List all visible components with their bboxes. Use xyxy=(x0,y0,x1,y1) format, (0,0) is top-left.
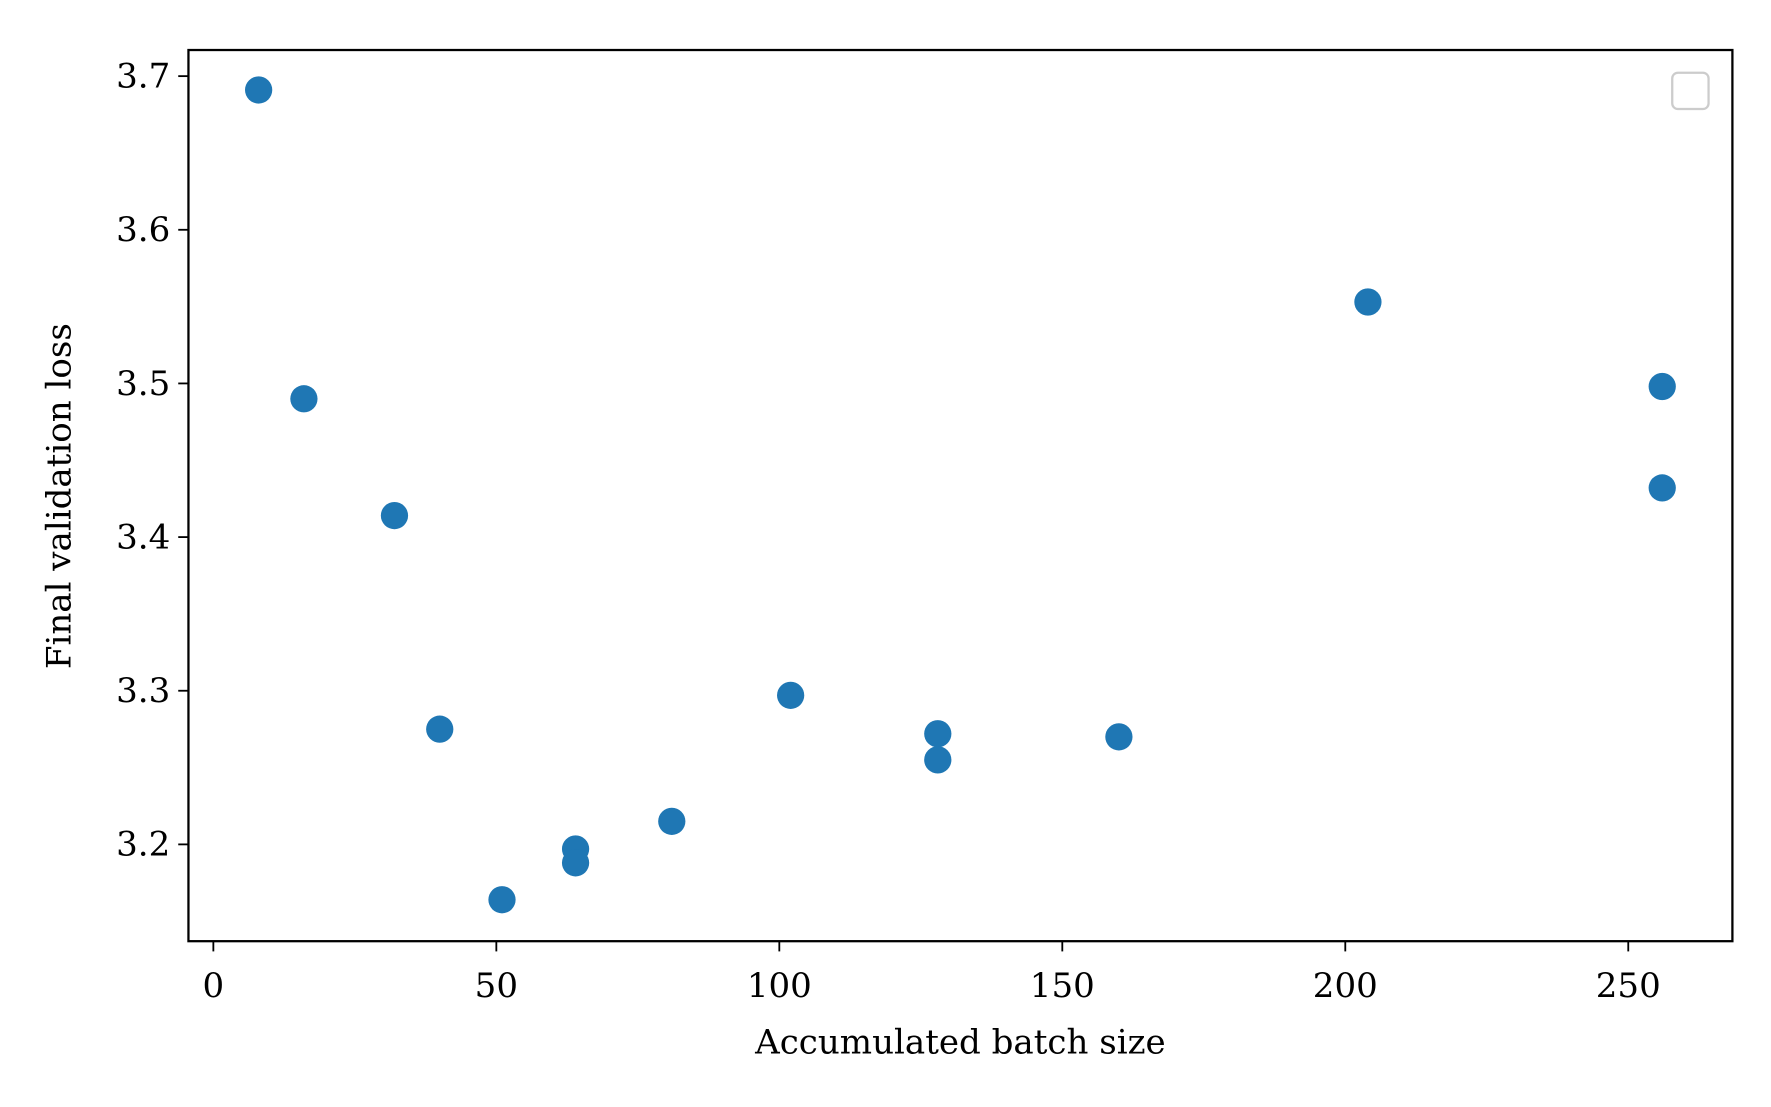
plot-frame xyxy=(187,48,1734,943)
point xyxy=(1648,372,1676,401)
x-tick-label: 150 xyxy=(1030,966,1095,1006)
point xyxy=(380,501,409,530)
point xyxy=(1105,723,1133,751)
point xyxy=(488,886,516,914)
y-tick-label: 3.5 xyxy=(116,364,170,404)
y-tick-label: 3.7 xyxy=(116,56,170,96)
point xyxy=(561,849,590,877)
x-tick-label: 50 xyxy=(475,966,518,1006)
point xyxy=(290,385,318,413)
x-tick-label: 250 xyxy=(1596,966,1661,1006)
y-tick-label: 3.2 xyxy=(116,825,170,865)
x-axis-label: Accumulated batch size xyxy=(754,1023,1166,1063)
point xyxy=(426,715,454,743)
y-tick-label: 3.4 xyxy=(116,517,170,557)
point xyxy=(658,807,686,835)
legend-box xyxy=(1671,71,1710,111)
point xyxy=(245,76,273,104)
point xyxy=(1354,288,1382,316)
point xyxy=(1648,474,1676,502)
point xyxy=(777,681,805,709)
x-tick-label: 100 xyxy=(747,966,812,1006)
y-axis-label: Final validation loss xyxy=(39,323,79,669)
y-tick-label: 3.6 xyxy=(116,210,170,250)
point xyxy=(924,720,952,748)
x-tick-label: 0 xyxy=(203,966,225,1006)
x-tick-label: 200 xyxy=(1313,966,1378,1006)
y-tick-label: 3.3 xyxy=(116,671,170,711)
point xyxy=(924,746,952,774)
